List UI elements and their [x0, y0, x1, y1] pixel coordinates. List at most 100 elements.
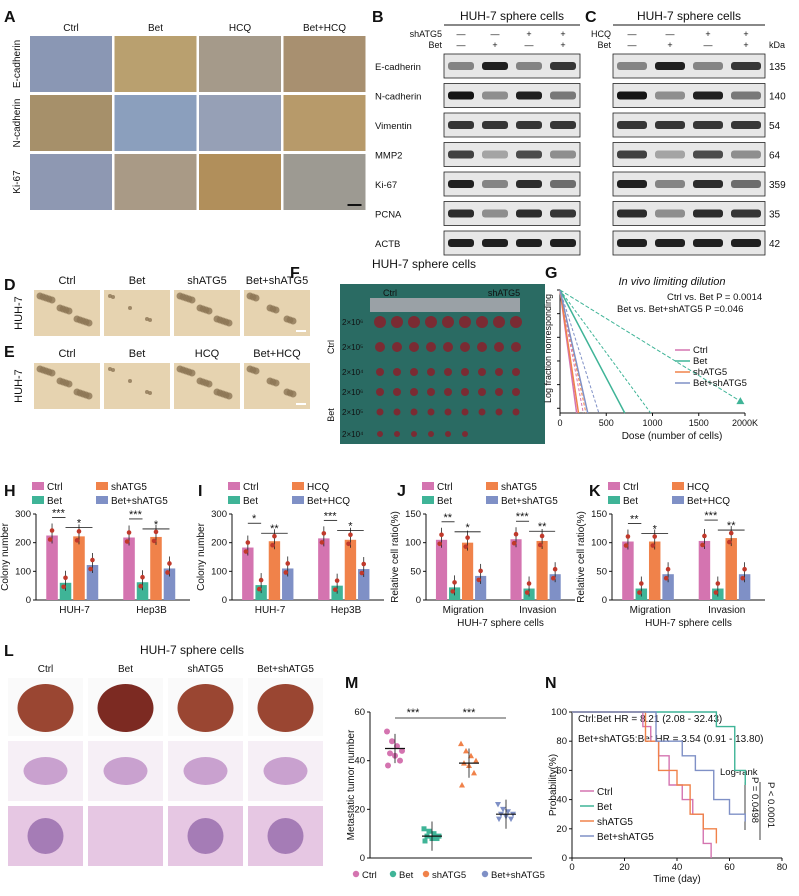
sphere-row-label: HUH-7 — [13, 369, 25, 403]
tumor — [444, 368, 452, 376]
legend-label: Bet+shATG5 — [111, 496, 168, 507]
panel-letter-H: H — [4, 483, 16, 500]
tumor — [410, 368, 418, 376]
tumor — [393, 368, 401, 376]
sphere — [188, 369, 196, 377]
data-point — [151, 538, 157, 544]
legend-label: Bet+shATG5 — [501, 496, 558, 507]
sphere — [85, 392, 93, 400]
tumor — [477, 342, 487, 352]
histology-zoom — [88, 806, 163, 866]
sphere — [111, 295, 115, 299]
y-axis-label: Log fraction nonresponding — [543, 294, 553, 403]
protein-label: E-cadherin — [375, 62, 421, 73]
tumor — [476, 316, 488, 328]
y-axis-label: Colony number — [0, 522, 11, 590]
blot-band — [550, 121, 576, 129]
blot-band — [731, 150, 761, 159]
x-tick-label: 0 — [569, 862, 574, 873]
legend-label: HCQ — [687, 482, 709, 493]
p-value: P = 0.0498 — [749, 777, 760, 823]
ihc-image — [199, 95, 281, 151]
protein-label: Ki-67 — [375, 180, 397, 191]
y-tick-label: 80 — [556, 736, 567, 747]
logrank-label: Log-rank — [720, 767, 758, 778]
ihc-image — [199, 154, 281, 210]
legend-marker — [481, 870, 489, 878]
x-tick-label: Migration — [443, 605, 484, 616]
kda-header: kDa — [769, 40, 785, 50]
ihc-image — [283, 154, 366, 210]
data-point — [508, 816, 514, 823]
protein-label: ACTB — [375, 239, 400, 250]
y-tick-label: 0 — [602, 595, 607, 606]
bar — [698, 540, 711, 600]
y-axis-label: Relative cell ratio(%) — [576, 511, 587, 603]
panel-letter-C: C — [585, 9, 597, 26]
data-point — [90, 557, 95, 563]
tumor — [376, 368, 384, 376]
hr-annotation: Ctrl:Bet HR = 8.21 (2.08 - 32.43) — [578, 714, 722, 725]
y-axis-label: Relative cell ratio(%) — [390, 511, 401, 603]
ihc-image — [114, 95, 197, 151]
panel-letter-G: G — [545, 265, 557, 282]
panel-letter-J: J — [397, 483, 406, 500]
data-point — [496, 816, 502, 823]
blot-band — [482, 239, 508, 247]
sphere-image — [104, 363, 170, 409]
legend-label: shATG5 — [432, 870, 466, 881]
blot-band — [550, 150, 576, 159]
data-point — [742, 566, 747, 572]
legend-label: shATG5 — [597, 817, 633, 828]
lung — [257, 684, 314, 732]
data-point — [665, 566, 671, 572]
legend-label: Ctrl — [623, 482, 639, 493]
data-point — [167, 561, 172, 566]
blot-lane-sign: — — [704, 40, 713, 50]
legend-label: Bet+shATG5 — [693, 378, 747, 389]
blot-lane-sign: — — [525, 40, 534, 50]
stat-annotation: Ctrl vs. Bet P = 0.0014 — [667, 292, 762, 303]
tumor — [460, 342, 470, 352]
blot-band — [617, 239, 647, 247]
blot-band — [617, 180, 647, 188]
tumor — [374, 316, 386, 328]
x-axis-label: HUH-7 sphere cells — [457, 618, 544, 629]
blot-band — [448, 121, 474, 129]
sphere — [252, 294, 260, 302]
legend-swatch — [422, 482, 434, 490]
y-tick-label: 100 — [211, 566, 227, 577]
x-axis-label: HUH-7 sphere cells — [645, 618, 732, 629]
protein-label: Vimentin — [375, 121, 412, 132]
sphere — [252, 367, 260, 375]
blot-lane-sign: + — [743, 29, 748, 39]
sig-label: ** — [727, 520, 736, 532]
bar — [462, 542, 474, 600]
tumor — [493, 316, 505, 328]
legend-label: Bet — [243, 496, 258, 507]
blot-band — [482, 150, 508, 159]
blot-band — [731, 121, 761, 129]
y-tick-label: 300 — [211, 509, 227, 520]
kda-label: 140 — [769, 92, 786, 103]
blot-lane-sign: + — [667, 40, 672, 50]
blot-band — [693, 62, 723, 70]
data-point — [652, 534, 658, 539]
y-tick-label: 150 — [405, 509, 421, 520]
tumor-col-label: shATG5 — [488, 288, 520, 298]
data-point — [439, 532, 444, 538]
sphere-image — [104, 290, 170, 336]
data-point — [88, 566, 93, 572]
protein-label: MMP2 — [375, 151, 402, 162]
data-point — [500, 806, 506, 813]
legend-swatch — [96, 482, 108, 490]
ihc-row-label: E-cadherin — [12, 40, 23, 88]
ihc-image — [283, 95, 366, 151]
data-point — [650, 543, 656, 548]
bar — [73, 536, 85, 600]
data-point — [463, 747, 469, 754]
blot-band — [655, 180, 685, 188]
tumor — [376, 408, 384, 416]
legend-label: Bet+HCQ — [307, 496, 350, 507]
